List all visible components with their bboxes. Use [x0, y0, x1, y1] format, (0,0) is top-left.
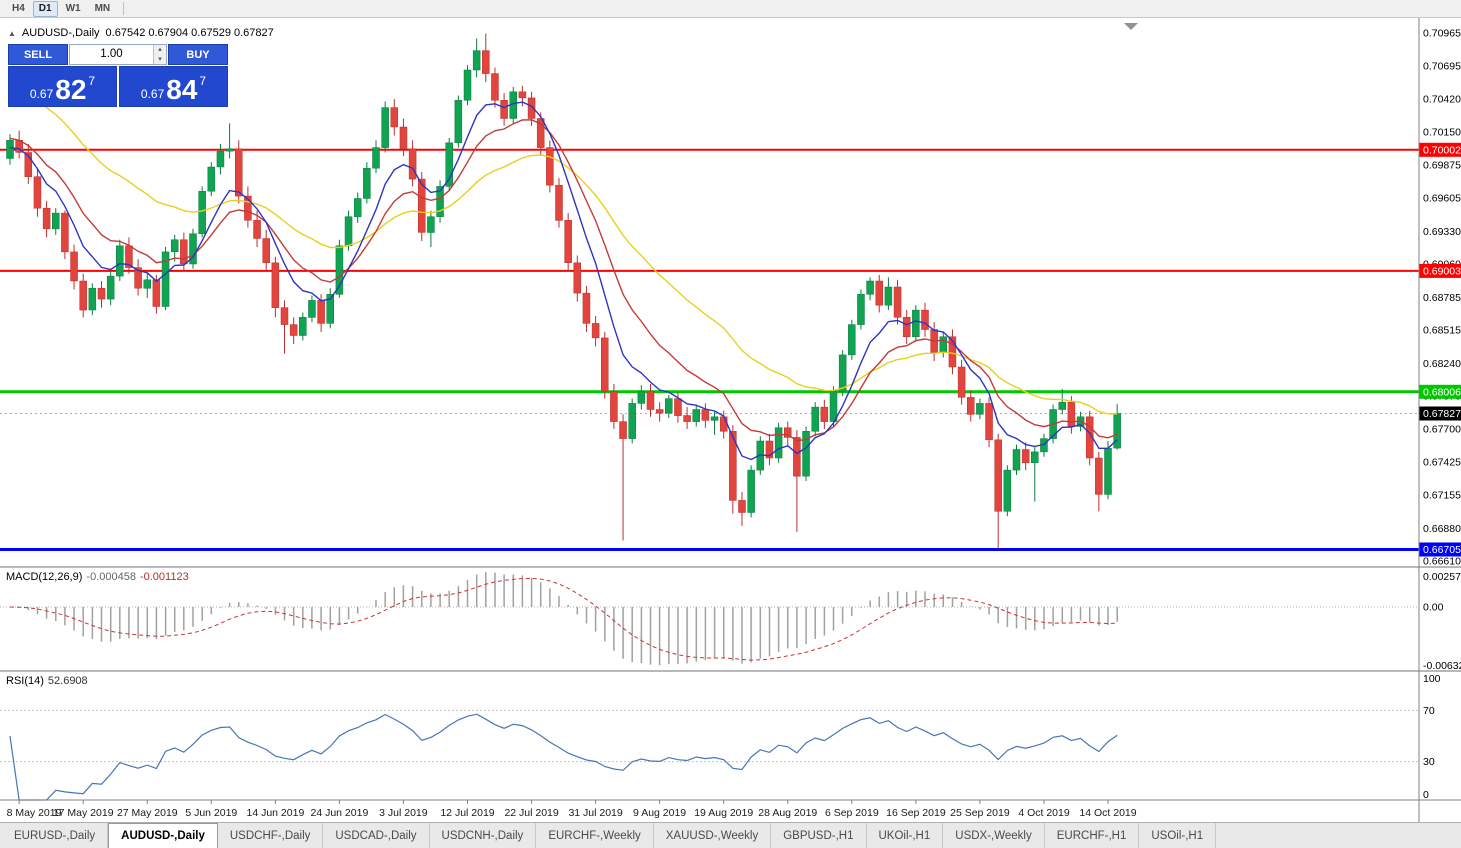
svg-text:24 Jun 2019: 24 Jun 2019	[310, 807, 368, 819]
volume-spinner: ▴ ▾	[153, 45, 166, 64]
chart-area: 0.70965 0.70695 0.70420 0.70150 0.69875 0.696…	[0, 18, 1461, 822]
svg-text:0.68515: 0.68515	[1423, 325, 1461, 337]
svg-text:30: 30	[1423, 756, 1435, 768]
rsi-indicator-label: RSI(14) 52.6908	[6, 675, 88, 687]
svg-text:0.67155: 0.67155	[1423, 490, 1461, 502]
svg-text:0.70150: 0.70150	[1423, 126, 1461, 138]
tab-xauusd-weekly[interactable]: XAUUSD-,Weekly	[654, 823, 771, 848]
sell-price-button[interactable]: 0.67 82 7	[8, 66, 117, 107]
svg-text:14 Jun 2019: 14 Jun 2019	[246, 807, 304, 819]
svg-text:31 Jul 2019: 31 Jul 2019	[568, 807, 622, 819]
svg-text:0: 0	[1423, 789, 1429, 801]
svg-text:0.67700: 0.67700	[1423, 423, 1461, 435]
svg-text:0.70420: 0.70420	[1423, 94, 1461, 106]
tab-eurchf-h1[interactable]: EURCHF-,H1	[1045, 823, 1140, 848]
rsi-name: RSI(14)	[6, 675, 44, 687]
svg-text:0.66610: 0.66610	[1423, 556, 1461, 568]
sell-price-prefix: 0.67	[30, 87, 53, 101]
tab-gbpusd-h1[interactable]: GBPUSD-,H1	[771, 823, 866, 848]
svg-text:16 Sep 2019: 16 Sep 2019	[886, 807, 946, 819]
svg-text:5 Jun 2019: 5 Jun 2019	[185, 807, 237, 819]
tab-usdcnh-daily[interactable]: USDCNH-,Daily	[430, 823, 537, 848]
chart-ohlc-values: 0.67542 0.67904 0.67529 0.67827	[106, 27, 274, 39]
buy-button[interactable]: BUY	[168, 44, 228, 65]
svg-text:0.67425: 0.67425	[1423, 457, 1461, 469]
svg-text:0.69605: 0.69605	[1423, 192, 1461, 204]
macd-name: MACD(12,26,9)	[6, 571, 82, 583]
macd-indicator-label: MACD(12,26,9) -0.000458 -0.001123	[6, 571, 189, 583]
svg-text:19 Aug 2019: 19 Aug 2019	[694, 807, 753, 819]
tab-usdchf-daily[interactable]: USDCHF-,Daily	[218, 823, 324, 848]
svg-text:0.68240: 0.68240	[1423, 358, 1461, 370]
svg-text:0.70002: 0.70002	[1423, 144, 1461, 156]
timeframe-w1-button[interactable]: W1	[60, 1, 87, 17]
tab-eurusd-daily[interactable]: EURUSD-,Daily	[2, 823, 108, 848]
collapse-arrow-icon[interactable]: ▲	[8, 29, 16, 38]
svg-text:22 Jul 2019: 22 Jul 2019	[504, 807, 558, 819]
buy-price-pip: 7	[199, 74, 206, 88]
tab-eurchf-weekly[interactable]: EURCHF-,Weekly	[536, 823, 653, 848]
rsi-value: 52.6908	[48, 675, 88, 687]
macd-signal-value: -0.001123	[140, 571, 189, 583]
timeframe-d1-button[interactable]: D1	[33, 1, 58, 17]
svg-text:-0.006326: -0.006326	[1423, 660, 1461, 672]
one-click-trading-panel: SELL 1.00 ▴ ▾ BUY 0.67 82 7 0.67	[8, 44, 228, 107]
volume-field[interactable]: 1.00 ▴ ▾	[69, 44, 167, 65]
svg-text:6 Sep 2019: 6 Sep 2019	[825, 807, 879, 819]
tab-usdcad-daily[interactable]: USDCAD-,Daily	[323, 823, 429, 848]
svg-text:0.69875: 0.69875	[1423, 160, 1461, 172]
svg-text:27 May 2019: 27 May 2019	[117, 807, 178, 819]
sell-price-pip: 7	[88, 74, 95, 88]
svg-text:0.70695: 0.70695	[1423, 60, 1461, 72]
tab-ukoil-h1[interactable]: UKOil-,H1	[867, 823, 944, 848]
svg-text:28 Aug 2019: 28 Aug 2019	[758, 807, 817, 819]
toolbar-separator	[123, 2, 124, 15]
sell-price-big: 82	[55, 78, 86, 103]
timeframe-h4-button[interactable]: H4	[6, 1, 31, 17]
svg-text:4 Oct 2019: 4 Oct 2019	[1018, 807, 1070, 819]
volume-value[interactable]: 1.00	[70, 45, 153, 64]
tab-usdx-weekly[interactable]: USDX-,Weekly	[943, 823, 1044, 848]
buy-price-prefix: 0.67	[141, 87, 164, 101]
svg-text:0.67827: 0.67827	[1423, 408, 1461, 420]
svg-text:12 Jul 2019: 12 Jul 2019	[440, 807, 494, 819]
svg-text:0.69330: 0.69330	[1423, 226, 1461, 238]
svg-text:25 Sep 2019: 25 Sep 2019	[950, 807, 1010, 819]
svg-text:14 Oct 2019: 14 Oct 2019	[1079, 807, 1136, 819]
svg-text:0.66705: 0.66705	[1423, 544, 1461, 556]
svg-text:3 Jul 2019: 3 Jul 2019	[379, 807, 428, 819]
macd-main-value: -0.000458	[86, 571, 136, 583]
chart-title: ▲ AUDUSD-,Daily 0.67542 0.67904 0.67529 …	[8, 27, 274, 39]
svg-text:0.002574: 0.002574	[1423, 571, 1461, 583]
volume-up-button[interactable]: ▴	[154, 45, 166, 55]
chart-symbol: AUDUSD-,Daily	[22, 27, 100, 39]
chart-canvas[interactable]: 0.70965 0.70695 0.70420 0.70150 0.69875 0.696…	[0, 18, 1461, 822]
tab-audusd-daily[interactable]: AUDUSD-,Daily	[108, 823, 218, 848]
timeframe-mn-button[interactable]: MN	[89, 1, 117, 17]
svg-text:0.66880: 0.66880	[1423, 523, 1461, 535]
buy-price-button[interactable]: 0.67 84 7	[119, 66, 228, 107]
svg-text:9 Aug 2019: 9 Aug 2019	[633, 807, 686, 819]
svg-text:17 May 2019: 17 May 2019	[53, 807, 114, 819]
svg-text:100: 100	[1423, 673, 1441, 685]
svg-text:0.70965: 0.70965	[1423, 28, 1461, 40]
svg-text:0.68785: 0.68785	[1423, 292, 1461, 304]
svg-text:70: 70	[1423, 705, 1435, 717]
sell-button[interactable]: SELL	[8, 44, 68, 65]
svg-text:0.00: 0.00	[1423, 602, 1444, 614]
volume-down-button[interactable]: ▾	[154, 55, 166, 65]
buy-price-big: 84	[166, 78, 197, 103]
tab-usoil-h1[interactable]: USOil-,H1	[1139, 823, 1216, 848]
svg-text:0.68006: 0.68006	[1423, 386, 1461, 398]
svg-text:0.69003: 0.69003	[1423, 265, 1461, 277]
